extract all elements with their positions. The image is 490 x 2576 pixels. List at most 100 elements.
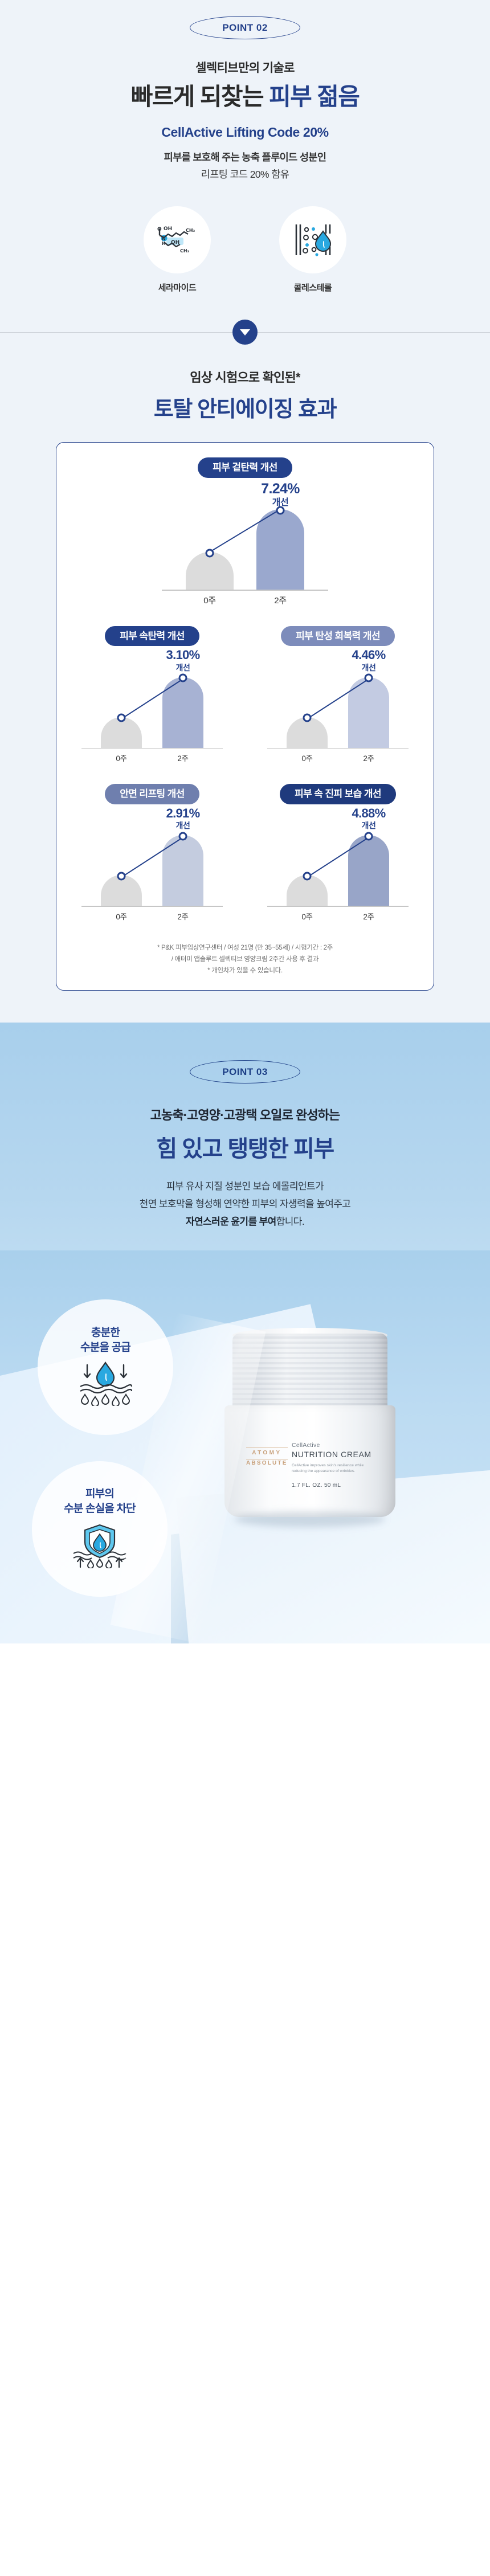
svg-text:CH₃: CH₃ (186, 228, 195, 233)
shield-moisture-lock-glyph (73, 1524, 126, 1569)
point-02-code-line: CellActive Lifting Code 20% (161, 124, 329, 140)
chart-skin-inner-elasticity: 피부 속탄력 개선 3.10% 개선 (69, 625, 235, 770)
data-point-week-2 (364, 673, 373, 682)
bar-week-0 (186, 552, 234, 590)
point-03-kicker: 고농축·고영양·고광택 오일로 완성하는 (150, 1108, 341, 1123)
section-bottom-spacer (0, 991, 490, 1023)
clinical-title: 토탈 안티에이징 효과 (153, 398, 337, 422)
x-tick-label: 2주 (363, 754, 374, 763)
chart-axis-line (267, 747, 409, 749)
value-percent: 4.46% (352, 648, 386, 663)
chart-x-ticks: 0주 2주 (265, 752, 411, 769)
bar-week-2 (162, 677, 203, 748)
data-point-week-0 (303, 872, 312, 881)
data-point-week-0 (117, 713, 126, 722)
cholesterol-icon-circle (279, 206, 346, 274)
bar-week-2 (256, 509, 304, 590)
value-annotation: 4.46% 개선 (352, 648, 386, 672)
data-point-week-2 (178, 832, 187, 841)
value-word: 개선 (361, 821, 376, 831)
brand-line-2: ABSOLUTE (246, 1459, 288, 1466)
chart-axis-line (81, 906, 223, 907)
clinical-kicker: 임상 시험으로 확인된* (190, 370, 300, 385)
value-annotation: 2.91% 개선 (166, 805, 201, 831)
feature-badge-hydration-supply: 충분한 수분을 공급 (38, 1299, 173, 1436)
section-divider (0, 320, 490, 345)
point-02-desc-thin: 리프팅 코드 20% 함유 (201, 168, 289, 180)
section-point-02: POINT 02 셀렉티브만의 기술로 빠르게 되찾는 피부 젊음 CellAc… (0, 0, 490, 1023)
bar-week-2 (162, 835, 203, 906)
feature-badge-moisture-barrier: 피부의 수분 손실을 차단 (32, 1461, 168, 1597)
svg-text:OH: OH (164, 226, 172, 232)
x-tick-label: 2주 (363, 912, 374, 921)
point-03-description: 피부 유사 지질 성분인 보습 에몰리언트가 천연 보호막을 형성해 연약한 피… (0, 1178, 490, 1231)
bar-week-0 (101, 717, 142, 748)
chart-title-badge: 피부 탄성 회복력 개선 (281, 625, 395, 647)
x-tick-label: 0주 (301, 912, 313, 921)
data-point-week-0 (117, 872, 126, 881)
point-02-desc-bold: 피부를 보호해 주는 농축 플루이드 성분인 (164, 151, 326, 163)
product-scene: 충분한 수분을 공급 (0, 1250, 490, 1644)
feature-line-1: 충분한 (91, 1327, 120, 1339)
water-absorb-glyph (80, 1361, 133, 1408)
product-detail-page: POINT 02 셀렉티브만의 기술로 빠르게 되찾는 피부 젊음 CellAc… (0, 0, 490, 1644)
ceramide-icon-circle: O OH OH N H CH₃ CH₃ (144, 206, 211, 274)
brand-line-1: ATOMY (246, 1448, 288, 1459)
chart-x-ticks: 0주 2주 (79, 910, 225, 927)
product-name-line-2: NUTRITION CREAM (292, 1450, 371, 1459)
chart-x-ticks: 0주 2주 (79, 752, 225, 769)
value-percent: 3.10% (166, 648, 201, 663)
chart-plot-area: 2.91% 개선 (79, 804, 225, 907)
trend-connector-line (209, 508, 281, 553)
chart-skin-elastic-recovery: 피부 탄성 회복력 개선 4.46% 개선 (255, 625, 421, 770)
point-02-pill-wrap: POINT 02 (0, 16, 490, 39)
x-tick-label: 0주 (301, 754, 313, 763)
chart-plot-area: 7.24% 개선 (160, 478, 330, 591)
bar-week-2 (348, 677, 389, 748)
chart-dermis-moisture: 피부 속 진피 보습 개선 4.88% 개선 (255, 784, 421, 927)
x-tick-label: 2주 (177, 912, 189, 921)
bar-week-0 (287, 875, 328, 906)
clinical-footnote: * P&K 피부임상연구센터 / 여성 21명 (만 35~55세) / 시험기… (69, 942, 421, 976)
ingredient-list: O OH OH N H CH₃ CH₃ 세라마이드 (0, 206, 490, 293)
headline-plain-part: 빠르게 되찾는 (130, 83, 270, 110)
product-claim-text: CellActive improves skin's resilience wh… (292, 1463, 364, 1474)
chart-axis-line (267, 906, 409, 907)
feature-label: 피부의 수분 손실을 차단 (64, 1487, 136, 1516)
value-percent: 4.88% (352, 805, 386, 820)
chart-plot-area: 3.10% 개선 (79, 646, 225, 749)
svg-text:CH₃: CH₃ (180, 248, 190, 253)
x-tick-label: 2주 (274, 595, 287, 606)
svg-text:H: H (162, 241, 166, 246)
ingredient-item-ceramide: O OH OH N H CH₃ CH₃ 세라마이드 (134, 206, 220, 293)
bar-week-0 (287, 717, 328, 748)
point-03-pill-wrap: POINT 03 (0, 1060, 490, 1084)
jar-lid (232, 1334, 387, 1409)
desc-line-2: 천연 보호막을 형성해 연약한 피부의 자생력을 높여주고 (139, 1199, 351, 1210)
value-percent: 2.91% (166, 805, 201, 820)
product-name-line-1: CellActive (292, 1442, 320, 1449)
value-word: 개선 (175, 821, 190, 831)
chart-skin-surface-elasticity: 피부 겉탄력 개선 7.24% 개선 0주 (69, 457, 421, 611)
chart-plot-area: 4.88% 개선 (265, 804, 411, 907)
chart-plot-area: 4.46% 개선 (265, 646, 411, 749)
data-point-week-2 (364, 832, 373, 841)
data-point-week-0 (303, 713, 312, 722)
bar-week-0 (101, 875, 142, 906)
footnote-line: * 개인차가 있을 수 있습니다. (207, 967, 283, 975)
desc-tail-part: 합니다. (276, 1216, 305, 1228)
point-02-headline: 빠르게 되찾는 피부 젊음 (0, 83, 490, 111)
down-arrow-icon (232, 320, 258, 345)
feature-line-2: 수분 손실을 차단 (64, 1502, 136, 1515)
chart-row-3: 안면 리프팅 개선 2.91% 개선 (69, 784, 421, 927)
chart-title-badge: 피부 속 진피 보습 개선 (280, 784, 396, 804)
chart-title-badge: 피부 속탄력 개선 (105, 625, 199, 647)
value-word: 개선 (175, 663, 190, 672)
value-annotation: 4.88% 개선 (352, 805, 386, 831)
section-point-03: POINT 03 고농축·고영양·고광택 오일로 완성하는 힘 있고 탱탱한 피… (0, 1023, 490, 1644)
value-annotation: 3.10% 개선 (166, 648, 201, 672)
x-tick-label: 0주 (116, 912, 127, 921)
jar-drop-shadow (235, 1511, 385, 1528)
ingredient-label: 세라마이드 (158, 283, 197, 293)
x-tick-label: 2주 (177, 754, 189, 763)
